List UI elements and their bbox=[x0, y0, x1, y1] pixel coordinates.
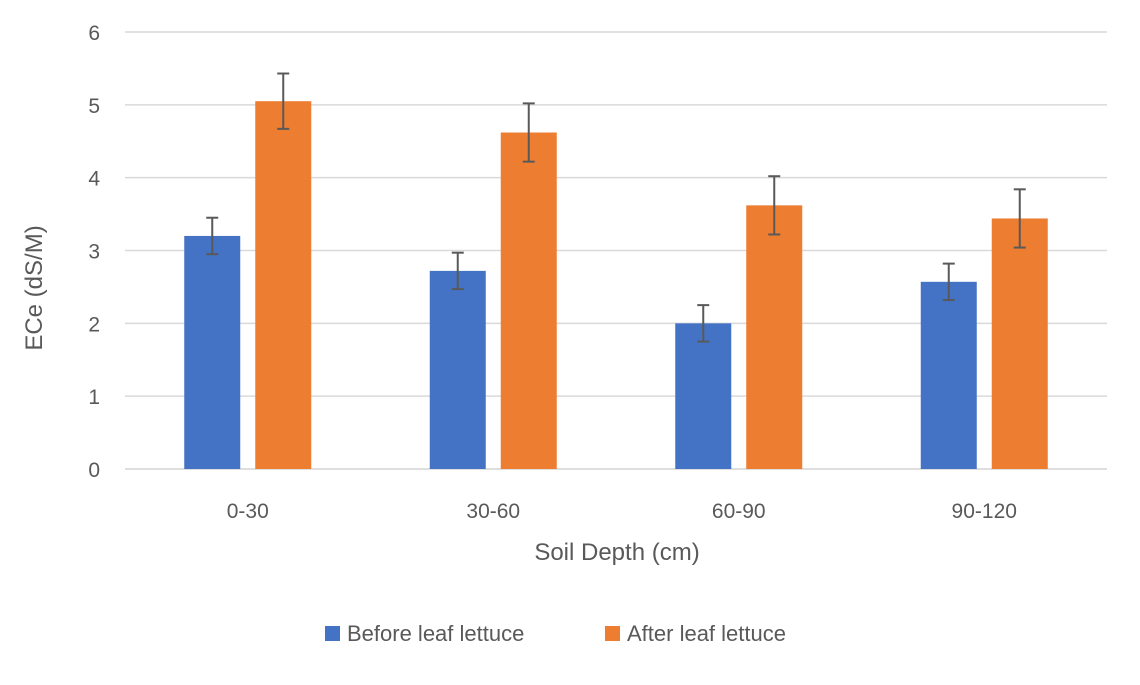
bar-after-90-120 bbox=[991, 218, 1048, 469]
error-bar bbox=[206, 216, 219, 256]
error-bar bbox=[1013, 188, 1026, 249]
error-bar bbox=[768, 175, 781, 236]
bar-after-60-90 bbox=[746, 205, 803, 470]
error-bar bbox=[697, 304, 710, 343]
y-tick-label: 5 bbox=[88, 95, 100, 118]
y-tick-label: 4 bbox=[88, 168, 100, 191]
y-tick-label: 1 bbox=[88, 386, 100, 409]
x-tick-label: 90-120 bbox=[952, 500, 1017, 523]
error-bar bbox=[451, 251, 464, 291]
y-tick-label: 0 bbox=[88, 459, 100, 482]
x-axis-ticks: 0-30 30-60 60-90 90-120 bbox=[227, 500, 1017, 523]
bar-before-30-60 bbox=[429, 270, 486, 469]
bar-after-0-30 bbox=[255, 101, 312, 470]
legend: Before leaf lettuce After leaf lettuce bbox=[325, 621, 786, 646]
bar-before-90-120 bbox=[920, 281, 977, 469]
error-bar bbox=[522, 102, 535, 163]
bars bbox=[184, 101, 1048, 470]
y-tick-label: 6 bbox=[88, 22, 100, 45]
error-bars bbox=[206, 72, 1026, 343]
y-axis-ticks: 0 1 2 3 4 5 6 bbox=[88, 22, 100, 482]
legend-label: Before leaf lettuce bbox=[347, 621, 524, 646]
x-tick-label: 0-30 bbox=[227, 500, 269, 523]
x-tick-label: 60-90 bbox=[712, 500, 766, 523]
bar-after-30-60 bbox=[500, 132, 557, 469]
legend-swatch bbox=[605, 626, 620, 641]
bar-before-60-90 bbox=[675, 323, 732, 469]
bar-before-0-30 bbox=[184, 235, 241, 469]
legend-swatch bbox=[325, 626, 340, 641]
y-axis-title: ECe (dS/M) bbox=[21, 225, 48, 350]
x-axis-title: Soil Depth (cm) bbox=[534, 539, 699, 566]
error-bar bbox=[277, 72, 290, 130]
legend-item-before: Before leaf lettuce bbox=[325, 621, 524, 646]
error-bar bbox=[942, 262, 955, 302]
x-tick-label: 30-60 bbox=[466, 500, 520, 523]
y-tick-label: 3 bbox=[88, 241, 100, 264]
legend-item-after: After leaf lettuce bbox=[605, 621, 786, 646]
legend-label: After leaf lettuce bbox=[627, 621, 786, 646]
y-tick-label: 2 bbox=[88, 313, 100, 336]
